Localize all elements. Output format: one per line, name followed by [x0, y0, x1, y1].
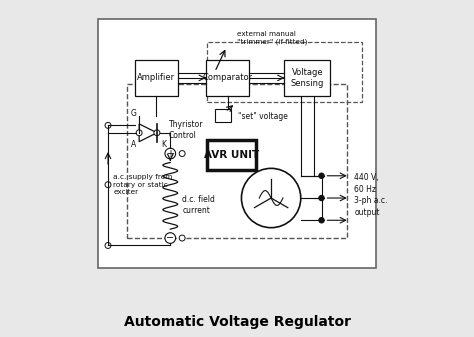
Text: a.c. supply from
rotary or static
exciter: a.c. supply from rotary or static excite…	[113, 174, 173, 195]
Bar	[128, 84, 346, 238]
Bar	[207, 140, 256, 170]
Bar	[135, 60, 178, 96]
Circle shape	[105, 122, 111, 128]
Bar	[206, 60, 249, 96]
Bar	[215, 109, 231, 122]
Bar	[207, 42, 362, 102]
Text: +: +	[166, 149, 174, 158]
Circle shape	[319, 218, 324, 223]
Text: "set" voltage: "set" voltage	[238, 112, 288, 121]
Circle shape	[105, 243, 111, 248]
Circle shape	[179, 235, 185, 241]
Bar	[284, 60, 330, 96]
Circle shape	[165, 233, 175, 243]
Circle shape	[136, 130, 142, 136]
Circle shape	[154, 130, 160, 136]
Text: 440 V,
60 Hz
3-ph a.c.
output: 440 V, 60 Hz 3-ph a.c. output	[354, 173, 388, 217]
Text: A: A	[130, 140, 136, 149]
Text: K: K	[161, 140, 166, 149]
Text: Voltage
Sensing: Voltage Sensing	[291, 68, 324, 88]
Circle shape	[179, 151, 185, 156]
Text: Amplifier: Amplifier	[137, 73, 175, 83]
Circle shape	[165, 148, 175, 159]
Circle shape	[105, 182, 111, 188]
Text: d.c. field
current: d.c. field current	[182, 195, 215, 215]
Bar	[98, 19, 376, 268]
Text: G: G	[131, 109, 137, 118]
Text: Comparator: Comparator	[202, 73, 253, 83]
Text: external manual
"trimmer" (if fitted): external manual "trimmer" (if fitted)	[237, 31, 307, 45]
Text: Automatic Voltage Regulator: Automatic Voltage Regulator	[124, 315, 350, 329]
Circle shape	[241, 168, 301, 228]
Text: −: −	[166, 233, 174, 243]
Text: AVR UNIT: AVR UNIT	[204, 150, 259, 160]
Circle shape	[319, 173, 324, 179]
Circle shape	[319, 195, 324, 201]
Text: Thyristor
Control: Thyristor Control	[169, 120, 203, 140]
Polygon shape	[139, 124, 157, 142]
